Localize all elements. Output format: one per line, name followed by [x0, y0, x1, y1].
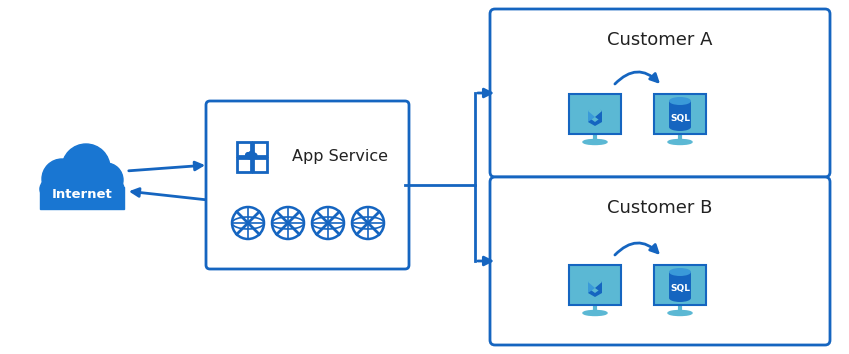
Ellipse shape: [669, 294, 691, 302]
Ellipse shape: [583, 139, 607, 144]
Circle shape: [62, 144, 110, 192]
FancyBboxPatch shape: [669, 272, 691, 298]
Circle shape: [249, 151, 255, 157]
Ellipse shape: [583, 310, 607, 315]
Text: Customer B: Customer B: [607, 199, 712, 217]
FancyBboxPatch shape: [654, 265, 706, 305]
Ellipse shape: [668, 139, 692, 144]
Ellipse shape: [669, 97, 691, 105]
Text: SQL: SQL: [670, 285, 690, 293]
Ellipse shape: [246, 154, 256, 159]
FancyBboxPatch shape: [237, 159, 250, 172]
Circle shape: [252, 153, 256, 158]
Ellipse shape: [669, 123, 691, 131]
Polygon shape: [588, 117, 602, 126]
FancyBboxPatch shape: [40, 187, 124, 209]
FancyBboxPatch shape: [237, 142, 250, 155]
FancyBboxPatch shape: [569, 94, 621, 134]
FancyBboxPatch shape: [569, 265, 621, 305]
FancyBboxPatch shape: [490, 177, 830, 345]
Ellipse shape: [40, 169, 124, 209]
Circle shape: [42, 159, 82, 199]
Text: SQL: SQL: [670, 114, 690, 122]
Text: Customer A: Customer A: [607, 31, 713, 49]
Ellipse shape: [668, 310, 692, 315]
FancyBboxPatch shape: [669, 101, 691, 127]
Ellipse shape: [669, 268, 691, 276]
Circle shape: [245, 153, 250, 158]
FancyBboxPatch shape: [254, 142, 267, 155]
FancyBboxPatch shape: [206, 101, 409, 269]
FancyBboxPatch shape: [254, 159, 267, 172]
Polygon shape: [588, 103, 602, 117]
Text: App Service: App Service: [292, 149, 388, 165]
Polygon shape: [588, 106, 595, 122]
Text: Internet: Internet: [52, 188, 112, 201]
Polygon shape: [595, 277, 602, 293]
FancyBboxPatch shape: [654, 94, 706, 134]
Polygon shape: [588, 288, 602, 297]
FancyBboxPatch shape: [490, 9, 830, 177]
Polygon shape: [588, 274, 602, 288]
Polygon shape: [595, 106, 602, 122]
Circle shape: [89, 163, 123, 197]
Polygon shape: [588, 277, 595, 293]
